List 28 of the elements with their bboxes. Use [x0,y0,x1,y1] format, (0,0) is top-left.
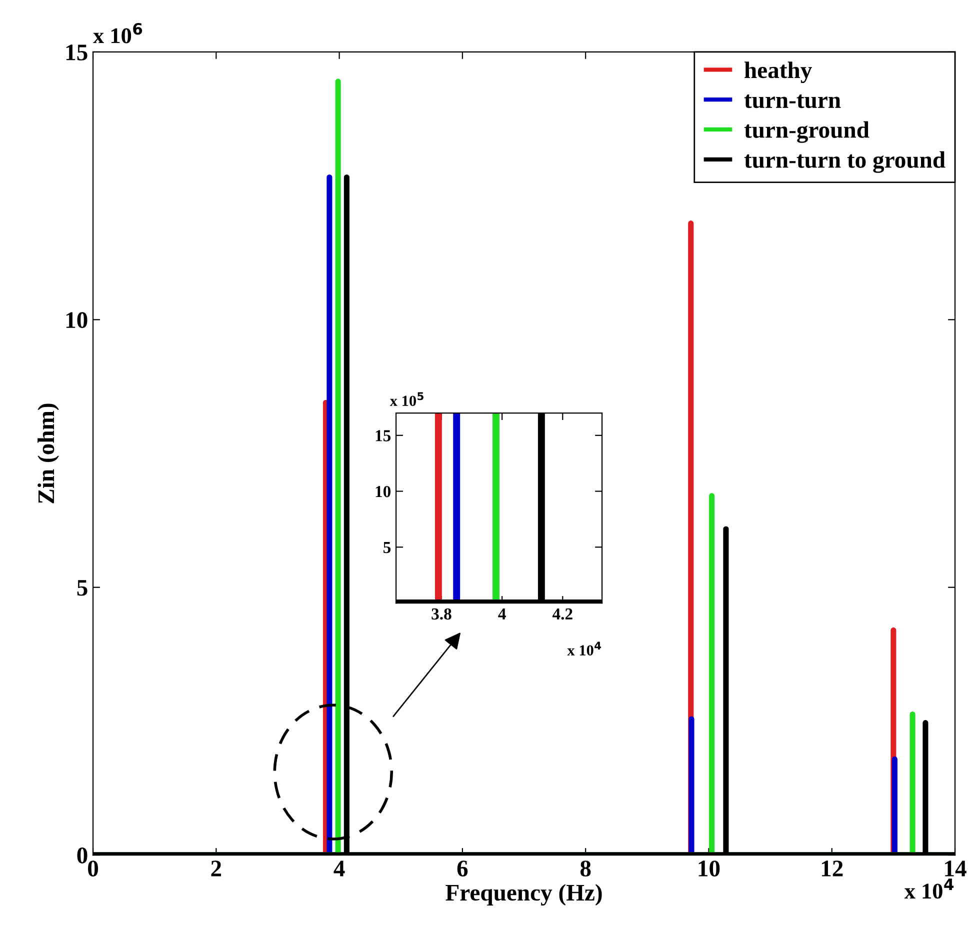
x-axis-title: Frequency (Hz) [446,884,602,906]
x-tick-label: 2 [211,860,222,876]
x-tick-label: 6 [457,860,468,876]
x-tick-label: 3.8 [432,608,452,620]
annotation: x 10$^{5}$ [390,392,424,406]
annotation: x 10$^{4}$ [567,642,602,656]
y-tick-label: 5 [77,580,88,596]
y-tick-label: 15 [66,44,88,60]
legend-label: turn-turn to ground [744,151,946,173]
y-tick-label: 15 [376,430,391,442]
x-tick-label: 14 [945,860,966,876]
x-tick-label: 8 [580,860,591,876]
x-tick-label: 4.2 [552,608,572,620]
y-axis-title: Zin (ohm) [38,404,59,504]
x-tick-label: 10 [698,860,720,876]
x-tick-label: 4 [498,608,506,620]
x-tick-label: 4 [334,860,345,876]
y-tick-label: 10 [376,486,391,498]
y-tick-label: 10 [66,312,88,328]
y-tick-label: 0 [77,848,88,864]
legend-label: turn-ground [744,121,870,143]
legend-label: heathy [744,62,812,84]
y-tick-label: 5 [384,542,391,554]
text: x 10$^{4}$ [904,878,954,899]
x-tick-label: 0 [88,860,98,876]
text: x 10$^{6}$ [93,23,142,44]
x-tick-label: 12 [822,860,843,876]
legend-label: turn-turn [744,94,841,108]
